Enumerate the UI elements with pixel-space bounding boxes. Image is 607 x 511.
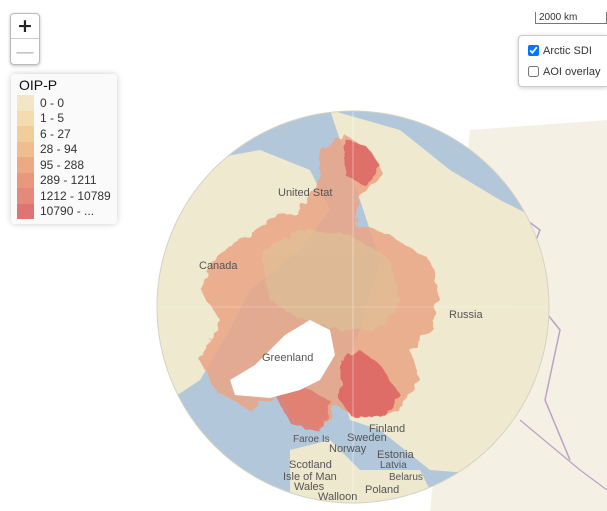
legend-label: 0 - 0 [40,95,65,110]
legend-swatch [17,110,34,126]
legend-item: 289 - 1211 [17,172,111,188]
label-latvia: Latvia [380,460,407,471]
scale-bar: 2000 km [535,12,607,26]
label-united-states: United Stat [278,187,332,199]
label-canada: Canada [199,260,238,272]
legend-swatch [17,126,34,142]
legend-item: 6 - 27 [17,126,111,142]
label-walloon: Walloon [318,491,357,503]
label-faroe-is: Faroe Is [293,434,330,445]
zoom-in-button[interactable]: + [11,14,39,39]
legend-item: 1 - 5 [17,110,111,126]
zoom-out-button[interactable]: — [11,39,39,64]
density-high [340,350,400,420]
legend-label: 6 - 27 [40,126,71,141]
arctic-disc [157,111,549,503]
label-poland: Poland [365,484,399,496]
legend-item: 1212 - 10789 [17,188,111,204]
legend-label: 95 - 288 [40,157,85,172]
label-greenland: Greenland [262,352,313,364]
legend-swatch [17,203,34,219]
label-isle-of-man: Isle of Man [283,471,337,483]
layer-arctic-sdi[interactable]: Arctic SDI [528,40,607,61]
disc-edge [156,110,550,504]
label-belarus: Belarus [389,472,423,483]
legend-item: 0 - 0 [17,95,111,111]
label-russia: Russia [449,309,484,321]
legend-swatch [17,95,34,111]
label-norway: Norway [329,443,367,455]
legend-swatch [17,172,34,188]
label-estonia: Estonia [377,449,415,461]
legend-label: 28 - 94 [40,142,78,157]
layer-aoi-overlay[interactable]: AOI overlay [528,61,607,82]
label-finland: Finland [369,423,405,435]
zoom-control: + — [10,13,40,65]
legend-label: 1212 - 10789 [40,188,111,203]
legend-item: 95 - 288 [17,157,111,173]
legend-label: 10790 - ... [40,204,95,219]
place-labels: United Stat Canada Greenland Russia Finl… [199,187,484,503]
density-high-east [345,140,380,185]
legend-swatch [17,157,34,173]
greenland-ice [230,320,335,398]
layer-arctic-sdi-checkbox[interactable] [528,45,539,56]
label-wales: Wales [294,481,325,493]
density-low-core [260,230,400,330]
density-high-west [275,385,330,432]
layer-switcher: Arctic SDI AOI overlay [518,35,607,87]
legend-item: 10790 - ... [17,203,111,219]
layer-arctic-sdi-label: Arctic SDI [543,44,592,57]
layer-aoi-overlay-label: AOI overlay [543,65,601,78]
legend-label: 1 - 5 [40,111,65,126]
scale-label: 2000 km [539,12,578,23]
label-sweden: Sweden [347,432,387,444]
legend-label: 289 - 1211 [40,173,97,188]
land-uk-europe [290,440,440,503]
legend-swatch [17,188,34,204]
layer-aoi-overlay-checkbox[interactable] [528,66,539,77]
label-scotland: Scotland [289,459,332,471]
legend-title: OIP-P [19,77,58,93]
legend-swatch [17,141,34,157]
legend-item: 28 - 94 [17,141,111,157]
